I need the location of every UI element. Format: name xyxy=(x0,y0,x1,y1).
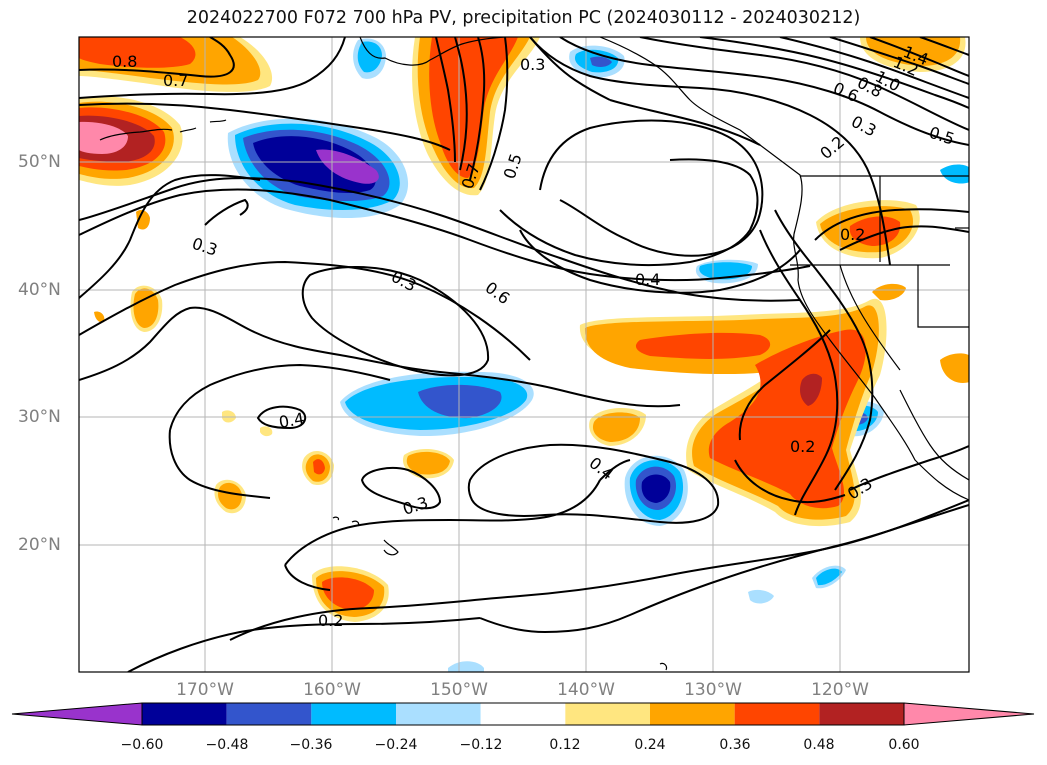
colorbar-tick-label: −0.48 xyxy=(205,737,249,753)
colorbar-tick-label: −0.24 xyxy=(374,737,418,753)
colorbar-segment xyxy=(142,703,227,725)
lat-label: 20°N xyxy=(18,535,61,555)
shading-california-red xyxy=(579,298,887,527)
colorbar-tick-label: −0.36 xyxy=(289,737,333,753)
colorbar-tick-label: 0.60 xyxy=(888,737,920,753)
colorbar-frame xyxy=(141,702,905,726)
colorbar-segment xyxy=(311,703,396,725)
colorbar-tick-label: 0.24 xyxy=(634,737,666,753)
lat-label: 40°N xyxy=(18,280,61,300)
colorbar-segment xyxy=(819,703,904,725)
colorbar-tick-label: −0.12 xyxy=(459,737,503,753)
coastlines xyxy=(99,37,969,671)
lat-label: 30°N xyxy=(18,407,61,427)
lon-label: 120°W xyxy=(811,680,869,700)
contour-label: 0.2 xyxy=(790,437,815,456)
colorbar-tick-label: 0.36 xyxy=(719,737,751,753)
contour-label: 0.2 xyxy=(318,611,343,630)
colorbar xyxy=(11,702,1035,726)
contour-label: 0.7 xyxy=(163,71,188,90)
colorbar-tick-label: −0.60 xyxy=(120,737,164,753)
gridlines xyxy=(79,37,969,672)
colorbar-extend-left xyxy=(11,702,143,726)
lon-label: 130°W xyxy=(684,680,742,700)
colorbar-segment xyxy=(734,703,820,725)
shading-west-edge-red xyxy=(79,96,183,186)
lon-label: 170°W xyxy=(176,680,234,700)
shading-top-left-orange xyxy=(79,37,273,92)
map-frame xyxy=(78,36,970,673)
colorbar-segment xyxy=(226,703,312,725)
colorbar-segments xyxy=(142,703,904,725)
colorbar-segment xyxy=(650,703,735,725)
contour-label: 0.2 xyxy=(840,225,865,244)
colorbar-tick-label: 0.48 xyxy=(803,737,835,753)
colorbar-segment xyxy=(396,703,481,725)
colorbar-segment xyxy=(565,703,650,725)
colorbar-tick-label: 0.12 xyxy=(549,737,581,753)
contour-label: 0.3 xyxy=(520,55,545,74)
shading-negative xyxy=(227,38,969,672)
contour-label: 0.4 xyxy=(277,409,305,432)
colorbar-segment xyxy=(480,703,566,725)
contour-label: 0.4 xyxy=(635,270,660,289)
map-title: 2024022700 F072 700 hPa PV, precipitatio… xyxy=(186,8,861,28)
colorbar-extend-right xyxy=(903,702,1035,726)
contour-label: 0.8 xyxy=(112,52,137,71)
lon-label: 160°W xyxy=(303,680,361,700)
lon-label: 150°W xyxy=(430,680,488,700)
lat-label: 50°N xyxy=(18,152,61,172)
lon-label: 140°W xyxy=(557,680,615,700)
shading-subtropical-blue xyxy=(624,455,688,526)
pv-contours xyxy=(79,37,969,672)
map-area: 0.8 0.7 0.3 0.3 0.3 0.6 0.4 0.7 0.5 0.5 … xyxy=(79,37,969,672)
